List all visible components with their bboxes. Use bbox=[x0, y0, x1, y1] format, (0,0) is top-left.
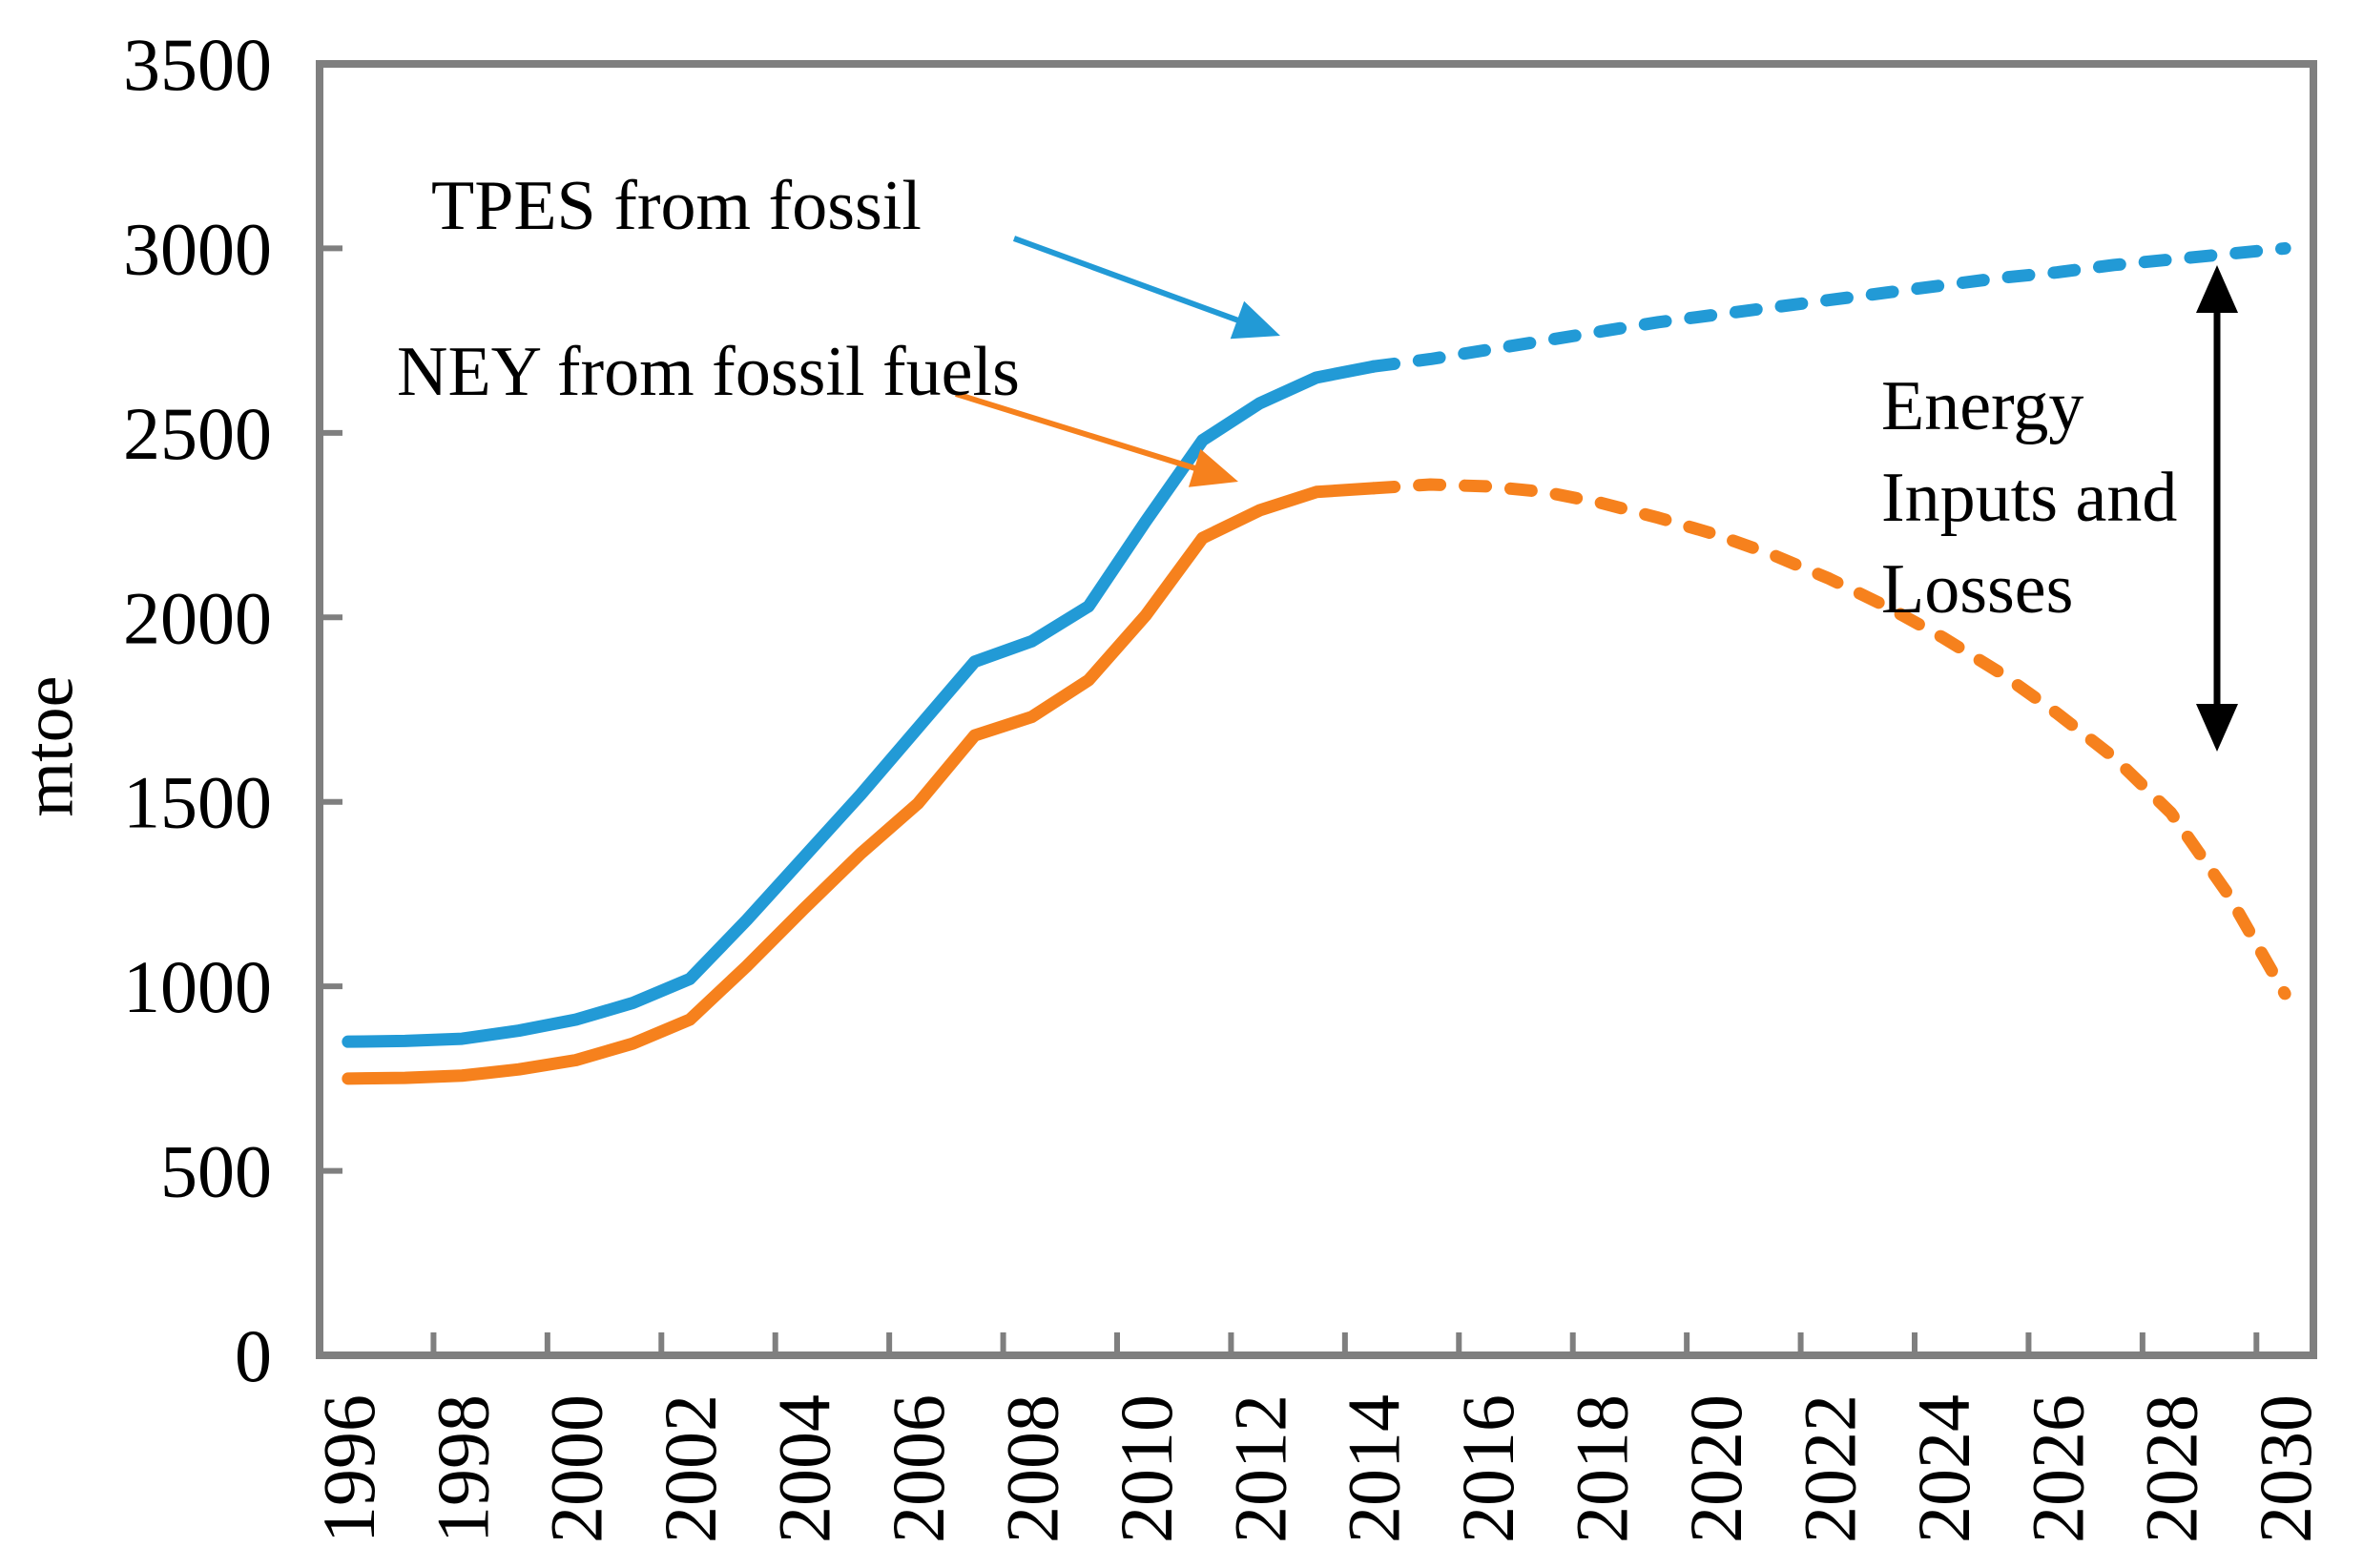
x-axis-tick-label: 2020 bbox=[1674, 1394, 1757, 1543]
x-axis-tick-label: 2018 bbox=[1561, 1394, 1644, 1543]
x-axis-tick-label: 2024 bbox=[1902, 1394, 1985, 1543]
x-axis-tick-label: 2016 bbox=[1446, 1394, 1529, 1543]
x-axis-tick-label: 2004 bbox=[763, 1394, 846, 1543]
x-axis-tick-label: 2010 bbox=[1105, 1394, 1188, 1543]
x-axis-tick-label: 2006 bbox=[877, 1394, 960, 1543]
x-axis-tick-label: 2008 bbox=[990, 1394, 1073, 1543]
x-axis-tick-label: 2002 bbox=[649, 1394, 732, 1543]
tpes-annotation-arrow bbox=[1012, 236, 1247, 326]
y-axis-tick-label: 2000 bbox=[123, 576, 272, 659]
x-axis-tick-label: 2028 bbox=[2130, 1394, 2213, 1543]
x-axis-tick-label: 2026 bbox=[2016, 1394, 2099, 1543]
ney-label: NEY from fossil fuels bbox=[397, 333, 1020, 411]
x-axis-tick-label: 2012 bbox=[1218, 1394, 1301, 1543]
ney-annotation-arrow-head bbox=[1188, 448, 1238, 487]
y-axis-tick-label: 3500 bbox=[123, 23, 272, 106]
y-axis-tick-label: 3000 bbox=[123, 207, 272, 290]
tpes-line-projected bbox=[1367, 241, 2291, 373]
x-axis-tick-label: 1996 bbox=[307, 1394, 390, 1543]
plot-frame bbox=[316, 60, 2317, 1359]
y-axis-tick-label: 0 bbox=[235, 1314, 272, 1397]
x-axis-tick-label: 2000 bbox=[535, 1394, 618, 1543]
y-axis-title: mtoe bbox=[10, 675, 89, 817]
y-axis-tick-label: 1500 bbox=[123, 761, 272, 844]
ney-annotation-arrow bbox=[955, 391, 1205, 474]
x-axis-tick-label: 2014 bbox=[1333, 1394, 1416, 1543]
gap-double-arrow-head bbox=[2196, 265, 2238, 313]
ney-line-solid bbox=[342, 482, 1380, 1085]
y-axis-tick-label: 1000 bbox=[123, 945, 272, 1028]
tpes-annotation-arrow-head bbox=[1230, 300, 1280, 340]
x-axis-tick-label: 1998 bbox=[421, 1394, 504, 1543]
gap-double-arrow-head bbox=[2196, 704, 2238, 752]
x-axis-tick-label: 2030 bbox=[2244, 1394, 2327, 1543]
ney-line-projected bbox=[1367, 478, 2291, 1001]
gap-label: Energy Inputs and Losses bbox=[1881, 367, 2178, 629]
y-axis-tick-label: 2500 bbox=[123, 392, 272, 475]
x-axis-tick-label: 2022 bbox=[1788, 1394, 1871, 1543]
tpes-label: TPES from fossil bbox=[431, 167, 922, 245]
y-axis-tick-label: 500 bbox=[160, 1130, 272, 1213]
tpes-line-solid bbox=[342, 360, 1380, 1048]
